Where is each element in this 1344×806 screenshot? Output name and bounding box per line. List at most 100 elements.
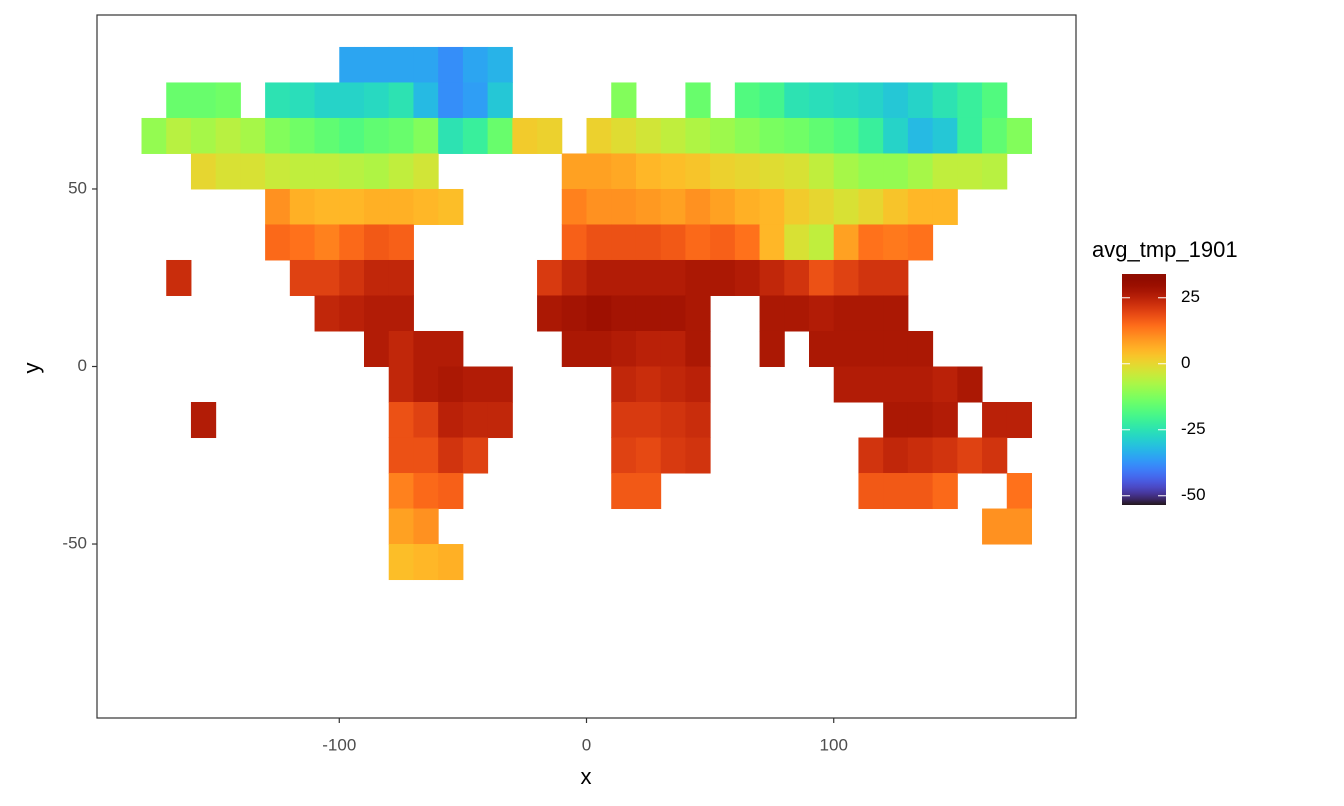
raster-cell [265, 224, 291, 261]
raster-cell [413, 508, 439, 545]
raster-cell [710, 224, 736, 261]
raster-cell [388, 330, 414, 367]
raster-cell [957, 437, 983, 474]
raster-cell [660, 402, 686, 439]
raster-cell [215, 117, 241, 154]
colorbar-label: -50 [1181, 485, 1206, 504]
raster-cell [364, 188, 390, 225]
raster-cell [438, 82, 464, 119]
raster-cell [784, 188, 810, 225]
raster-cell [685, 295, 711, 332]
raster-cell [611, 259, 637, 296]
raster-cell [932, 366, 958, 403]
x-tick-label: 0 [582, 735, 591, 754]
raster-cell [932, 117, 958, 154]
raster-cell [660, 437, 686, 474]
raster-cell [388, 402, 414, 439]
raster-cell [586, 295, 612, 332]
raster-cell [611, 366, 637, 403]
raster-cell [809, 259, 835, 296]
raster-cell [907, 402, 934, 439]
raster-cell [660, 259, 686, 296]
raster [141, 46, 1032, 581]
raster-cell [462, 46, 489, 83]
raster-cell [561, 153, 587, 190]
raster-cell [487, 402, 513, 439]
raster-cell [759, 117, 785, 154]
raster-cell [462, 402, 489, 439]
raster-cell [932, 188, 958, 225]
raster-cell [438, 330, 464, 367]
raster-cell [957, 153, 983, 190]
raster-cell [314, 117, 340, 154]
raster-cell [982, 437, 1008, 474]
raster-cell [487, 46, 513, 83]
raster-cell [339, 224, 365, 261]
raster-cell [388, 473, 414, 510]
raster-cell [215, 82, 241, 119]
raster-cell [858, 259, 884, 296]
raster-cell [1006, 117, 1032, 154]
raster-cell [932, 402, 958, 439]
raster-cell [438, 366, 464, 403]
raster-cell [759, 82, 785, 119]
raster-cell [413, 366, 439, 403]
raster-cell [734, 117, 761, 154]
raster-cell [759, 153, 785, 190]
raster-cell [364, 259, 390, 296]
raster-cell [339, 153, 365, 190]
raster-cell [1006, 402, 1032, 439]
raster-cell [710, 259, 736, 296]
raster-cell [883, 82, 909, 119]
raster-cell [314, 188, 340, 225]
raster-cell [462, 366, 489, 403]
raster-cell [833, 188, 859, 225]
raster-cell [635, 153, 662, 190]
raster-cell [314, 224, 340, 261]
raster-cell [833, 259, 859, 296]
raster-cell [759, 295, 785, 332]
raster-cell [512, 117, 538, 154]
y-tick-label: -50 [62, 534, 87, 553]
raster-cell [190, 153, 217, 190]
raster-cell [289, 117, 316, 154]
raster-cell [982, 117, 1008, 154]
raster-cell [339, 46, 365, 83]
raster-cell [388, 508, 414, 545]
raster-cell [833, 295, 859, 332]
raster-cell [957, 117, 983, 154]
raster-cell [710, 117, 736, 154]
raster-cell [734, 153, 761, 190]
raster-cell [586, 153, 612, 190]
raster-cell [660, 295, 686, 332]
raster-cell [784, 82, 810, 119]
raster-cell [364, 46, 390, 83]
raster-cell [1006, 473, 1032, 510]
raster-cell [635, 188, 662, 225]
raster-cell [438, 473, 464, 510]
raster-cell [561, 330, 587, 367]
raster-cell [289, 188, 316, 225]
raster-cell [907, 330, 934, 367]
raster-cell [611, 473, 637, 510]
raster-cell [809, 188, 835, 225]
raster-cell [635, 473, 662, 510]
raster-cell [339, 295, 365, 332]
raster-cell [734, 82, 761, 119]
raster-cell [784, 295, 810, 332]
raster-cell [240, 153, 266, 190]
raster-cell [907, 82, 934, 119]
raster-cell [883, 224, 909, 261]
raster-cell [883, 366, 909, 403]
raster-cell [537, 259, 563, 296]
raster-cell [611, 402, 637, 439]
raster-cell [660, 366, 686, 403]
colorbar-label: 0 [1181, 353, 1190, 372]
raster-cell [438, 437, 464, 474]
raster-cell [438, 117, 464, 154]
raster-cell [364, 117, 390, 154]
raster-cell [586, 224, 612, 261]
raster-cell [339, 259, 365, 296]
raster-cell [586, 330, 612, 367]
